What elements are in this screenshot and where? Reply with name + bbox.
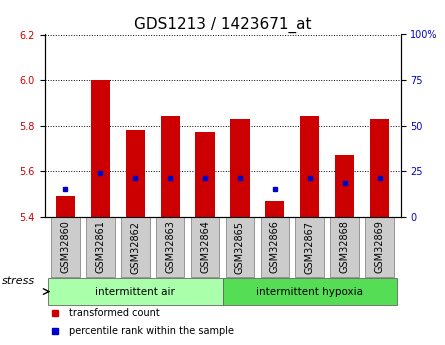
Bar: [56, 196, 75, 217]
Text: GSM32869: GSM32869: [375, 220, 384, 274]
FancyBboxPatch shape: [156, 217, 185, 277]
Text: percentile rank within the sample: percentile rank within the sample: [69, 326, 235, 336]
Text: GSM32861: GSM32861: [95, 220, 105, 274]
Text: GSM32860: GSM32860: [61, 220, 70, 274]
Bar: [300, 117, 320, 217]
FancyBboxPatch shape: [191, 217, 219, 277]
Bar: [370, 119, 389, 217]
FancyBboxPatch shape: [48, 278, 222, 305]
FancyBboxPatch shape: [86, 217, 115, 277]
Text: stress: stress: [2, 276, 35, 286]
Bar: [231, 119, 250, 217]
Title: GDS1213 / 1423671_at: GDS1213 / 1423671_at: [134, 17, 311, 33]
FancyBboxPatch shape: [295, 217, 324, 277]
Text: GSM32867: GSM32867: [305, 220, 315, 274]
Text: GSM32868: GSM32868: [340, 220, 350, 274]
FancyBboxPatch shape: [260, 217, 289, 277]
Text: intermittent hypoxia: intermittent hypoxia: [256, 287, 363, 297]
Bar: [195, 132, 214, 217]
Text: intermittent air: intermittent air: [95, 287, 175, 297]
Text: GSM32865: GSM32865: [235, 220, 245, 274]
FancyBboxPatch shape: [121, 217, 150, 277]
Text: GSM32863: GSM32863: [165, 220, 175, 274]
FancyBboxPatch shape: [330, 217, 359, 277]
FancyBboxPatch shape: [222, 278, 397, 305]
Bar: [265, 201, 284, 217]
FancyBboxPatch shape: [365, 217, 394, 277]
Bar: [161, 117, 180, 217]
Text: GSM32862: GSM32862: [130, 220, 140, 274]
Text: transformed count: transformed count: [69, 308, 160, 318]
Bar: [91, 80, 110, 217]
Text: GSM32866: GSM32866: [270, 220, 280, 274]
Text: GSM32864: GSM32864: [200, 220, 210, 274]
FancyBboxPatch shape: [226, 217, 254, 277]
FancyBboxPatch shape: [51, 217, 80, 277]
Bar: [125, 130, 145, 217]
Bar: [335, 155, 354, 217]
